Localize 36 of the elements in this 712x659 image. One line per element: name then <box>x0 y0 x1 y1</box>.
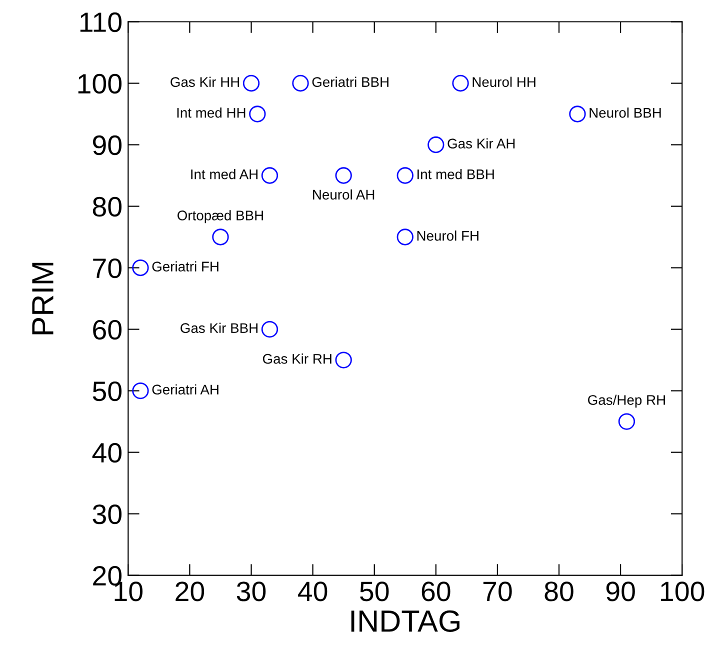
annotation: Geriatri AH <box>152 384 218 395</box>
annotation: Neurol FH <box>417 230 478 241</box>
y-tick-label: 110 <box>80 12 122 32</box>
y-tick-label: 70 <box>93 258 122 278</box>
y-axis-title: PRIM <box>32 262 54 334</box>
annotation: Gas Kir HH <box>170 76 240 87</box>
annotation: Gas Kir AH <box>448 138 515 148</box>
annotation: Gas/Hep RH <box>588 394 665 408</box>
y-tick-label: 100 <box>78 74 122 94</box>
x-tick-label: 30 <box>236 582 266 602</box>
annotation: Geriatri BBH <box>312 76 388 87</box>
y-tick-label: 90 <box>93 135 122 156</box>
x-tick-label: 90 <box>606 582 635 602</box>
annotation: Int med HH <box>177 108 246 118</box>
x-tick-label: 40 <box>298 582 328 602</box>
x-tick-label: 60 <box>422 582 450 602</box>
annotation: Int med BBH <box>418 169 494 180</box>
annotation: Gas Kir BBH <box>180 322 258 334</box>
x-tick-label: 70 <box>483 582 512 602</box>
annotation: Neurol BBH <box>590 108 661 118</box>
y-tick-label: 40 <box>92 442 122 463</box>
y-tick-label: 60 <box>93 320 122 340</box>
annotation: Ortopæd BBH <box>178 210 263 224</box>
x-tick-label: 20 <box>176 582 204 602</box>
annotation: Neurol AH <box>313 189 374 200</box>
annotation: Geriatri FH <box>152 261 218 272</box>
annotation: Gas Kir RH <box>262 354 332 364</box>
y-tick-label: 50 <box>92 381 122 402</box>
x-tick-label: 80 <box>544 582 574 602</box>
y-tick-label: 30 <box>92 504 122 524</box>
x-axis-title: INDTAG <box>351 610 460 632</box>
x-tick-label: 50 <box>360 582 389 602</box>
annotation: Int med AH <box>191 169 258 180</box>
annotation: Neurol HH <box>472 76 536 87</box>
y-tick-label: 80 <box>92 196 122 217</box>
x-tick-label: 100 <box>661 582 704 602</box>
